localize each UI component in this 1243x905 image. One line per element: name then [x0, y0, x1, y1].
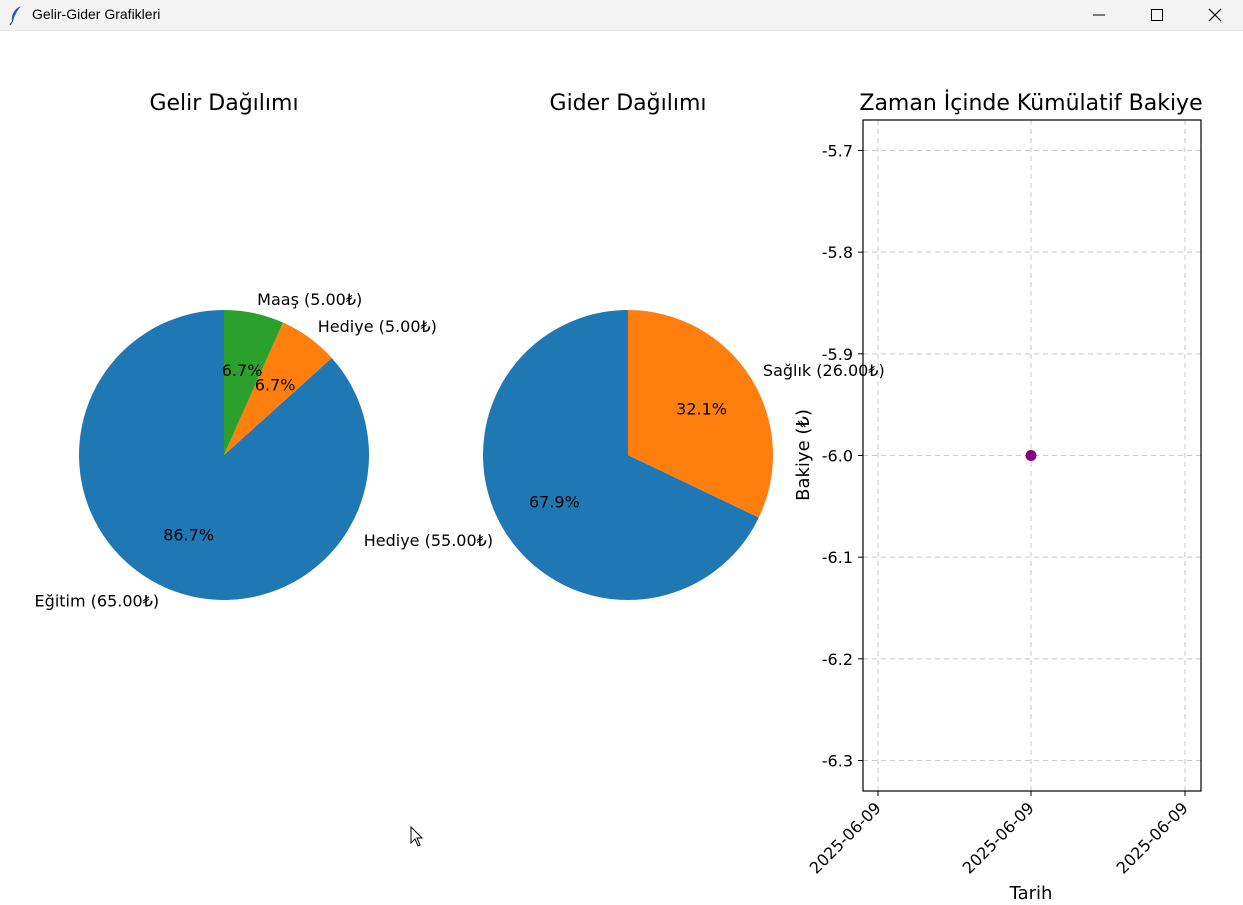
pie-slice-label: Maaş (5.00₺) [257, 290, 362, 309]
x-tick-label: 2025-06-09 [959, 798, 1038, 877]
x-tick-label: 2025-06-09 [1113, 798, 1192, 877]
pie-slice [78, 310, 369, 600]
pie-slice [224, 322, 332, 455]
x-tick-label: 2025-06-09 [806, 798, 885, 877]
close-button[interactable] [1186, 0, 1243, 30]
mouse-cursor-icon [410, 826, 424, 847]
maximize-icon [1151, 9, 1163, 21]
x-axis-label: Tarih [1009, 883, 1053, 904]
pie-percent-label: 6.7% [222, 361, 263, 380]
feather-icon [9, 6, 21, 25]
close-icon [1208, 8, 1222, 22]
minimize-button[interactable] [1070, 0, 1128, 30]
expense-pie-chart: Gider Dağılımı 67.9% Hediye (55.00₺) 32.1%… [364, 91, 885, 600]
y-tick-label: -6.0 [822, 447, 853, 466]
pie-slice [483, 310, 759, 600]
window-title: Gelir-Gider Grafikleri [32, 6, 161, 22]
pie-percent-label: 86.7% [163, 525, 214, 544]
y-tick-label: -5.9 [822, 345, 853, 364]
figure-canvas: Gelir Dağılımı 86.7% Eğitim (65.00₺) 6.7% H… [35, 90, 1203, 904]
pie-slice [224, 310, 283, 455]
y-tick-label: -5.8 [822, 243, 853, 262]
maximize-button[interactable] [1128, 0, 1186, 30]
pie-slice-label: Eğitim (65.00₺) [35, 592, 160, 611]
pie-percent-label: 6.7% [255, 376, 296, 395]
pie-percent-label: 32.1% [676, 400, 727, 419]
y-tick-label: -6.1 [822, 548, 853, 567]
data-point [1025, 450, 1037, 461]
y-axis-label: Bakiye (₺) [793, 409, 814, 501]
title-bar: Gelir-Gider Grafikleri [0, 0, 1243, 31]
y-tick-label: -6.3 [822, 752, 853, 771]
balance-chart-title: Zaman İçinde Kümülatif Bakiye [859, 90, 1202, 116]
income-pie-chart: Gelir Dağılımı 86.7% Eğitim (65.00₺) 6.7% H… [35, 91, 437, 611]
pie-slice-label: Sağlık (26.00₺) [763, 361, 885, 380]
pie-percent-label: 67.9% [529, 492, 580, 511]
income-pie-title: Gelir Dağılımı [149, 91, 298, 116]
y-tick-label: -5.7 [822, 142, 853, 161]
pie-slice-label: Hediye (55.00₺) [364, 531, 493, 550]
minimize-icon [1093, 14, 1105, 16]
y-tick-label: -6.2 [822, 650, 853, 669]
expense-pie-title: Gider Dağılımı [550, 91, 707, 116]
pie-slice-label: Hediye (5.00₺) [318, 317, 437, 336]
balance-line-chart: Zaman İçinde Kümülatif Bakiye Tarih Baki… [793, 90, 1203, 904]
pie-slice [628, 310, 773, 518]
